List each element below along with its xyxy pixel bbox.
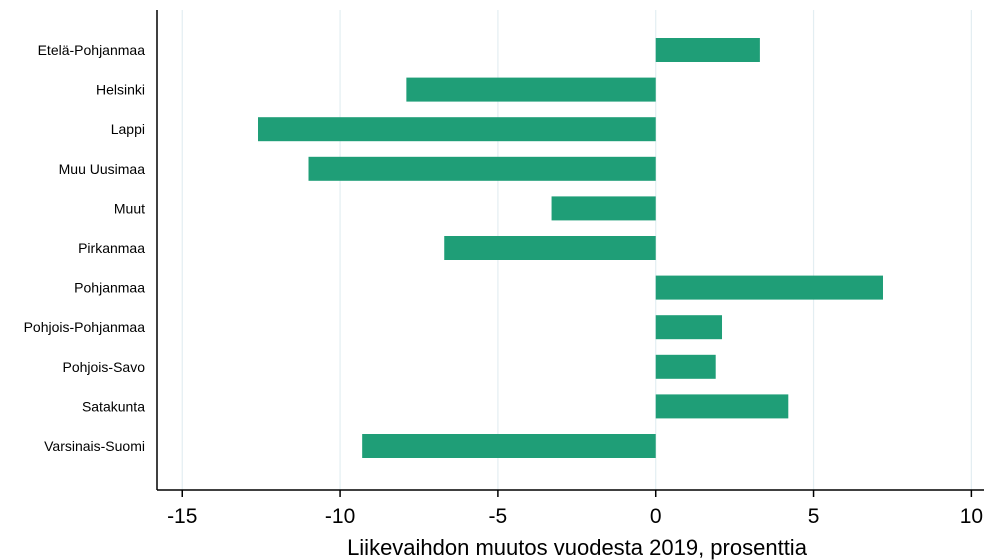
category-label: Helsinki — [96, 82, 145, 98]
bar — [655, 38, 760, 62]
x-tick-label: 10 — [960, 505, 983, 528]
x-tick-label: -10 — [325, 505, 355, 528]
bar — [551, 196, 656, 221]
x-tick-label: -15 — [167, 505, 197, 528]
x-tick-label: 0 — [650, 505, 662, 528]
bar — [258, 117, 656, 142]
category-label: Varsinais-Suomi — [44, 438, 145, 454]
bar — [655, 315, 723, 340]
category-label: Pohjois-Savo — [63, 359, 146, 375]
bar — [406, 77, 656, 102]
bars — [258, 38, 883, 458]
x-axis-title: Liikevaihdon muutos vuodesta 2019, prose… — [347, 535, 808, 560]
category-label: Etelä-Pohjanmaa — [38, 42, 146, 58]
bar — [655, 354, 716, 379]
x-tick-label: -5 — [489, 505, 508, 528]
category-label: Lappi — [111, 121, 145, 137]
bar — [308, 156, 656, 181]
x-axis-ticks: -15 -10 -5 0 5 10 — [167, 490, 983, 528]
bar — [655, 394, 789, 419]
bar — [362, 434, 656, 458]
category-label: Satakunta — [82, 398, 145, 414]
bar — [444, 236, 656, 260]
category-labels: Etelä-Pohjanmaa Helsinki Lappi Muu Uusimaa M… — [24, 42, 146, 454]
category-label: Pohjanmaa — [74, 280, 145, 296]
bar — [655, 275, 883, 300]
category-label: Pohjois-Pohjanmaa — [24, 319, 146, 335]
category-label: Muut — [114, 200, 145, 216]
x-tick-label: 5 — [808, 505, 820, 528]
category-label: Muu Uusimaa — [59, 161, 146, 177]
category-label: Pirkanmaa — [78, 240, 145, 256]
